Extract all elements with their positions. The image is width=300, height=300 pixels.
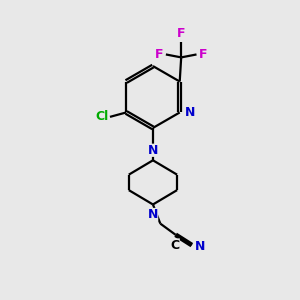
Text: N: N (148, 144, 158, 157)
Text: N: N (185, 106, 195, 119)
Text: F: F (155, 48, 164, 61)
Text: F: F (177, 27, 185, 40)
Text: C: C (170, 238, 180, 252)
Text: N: N (148, 208, 158, 221)
Text: N: N (195, 240, 205, 253)
Text: Cl: Cl (95, 110, 108, 123)
Text: F: F (199, 48, 207, 61)
